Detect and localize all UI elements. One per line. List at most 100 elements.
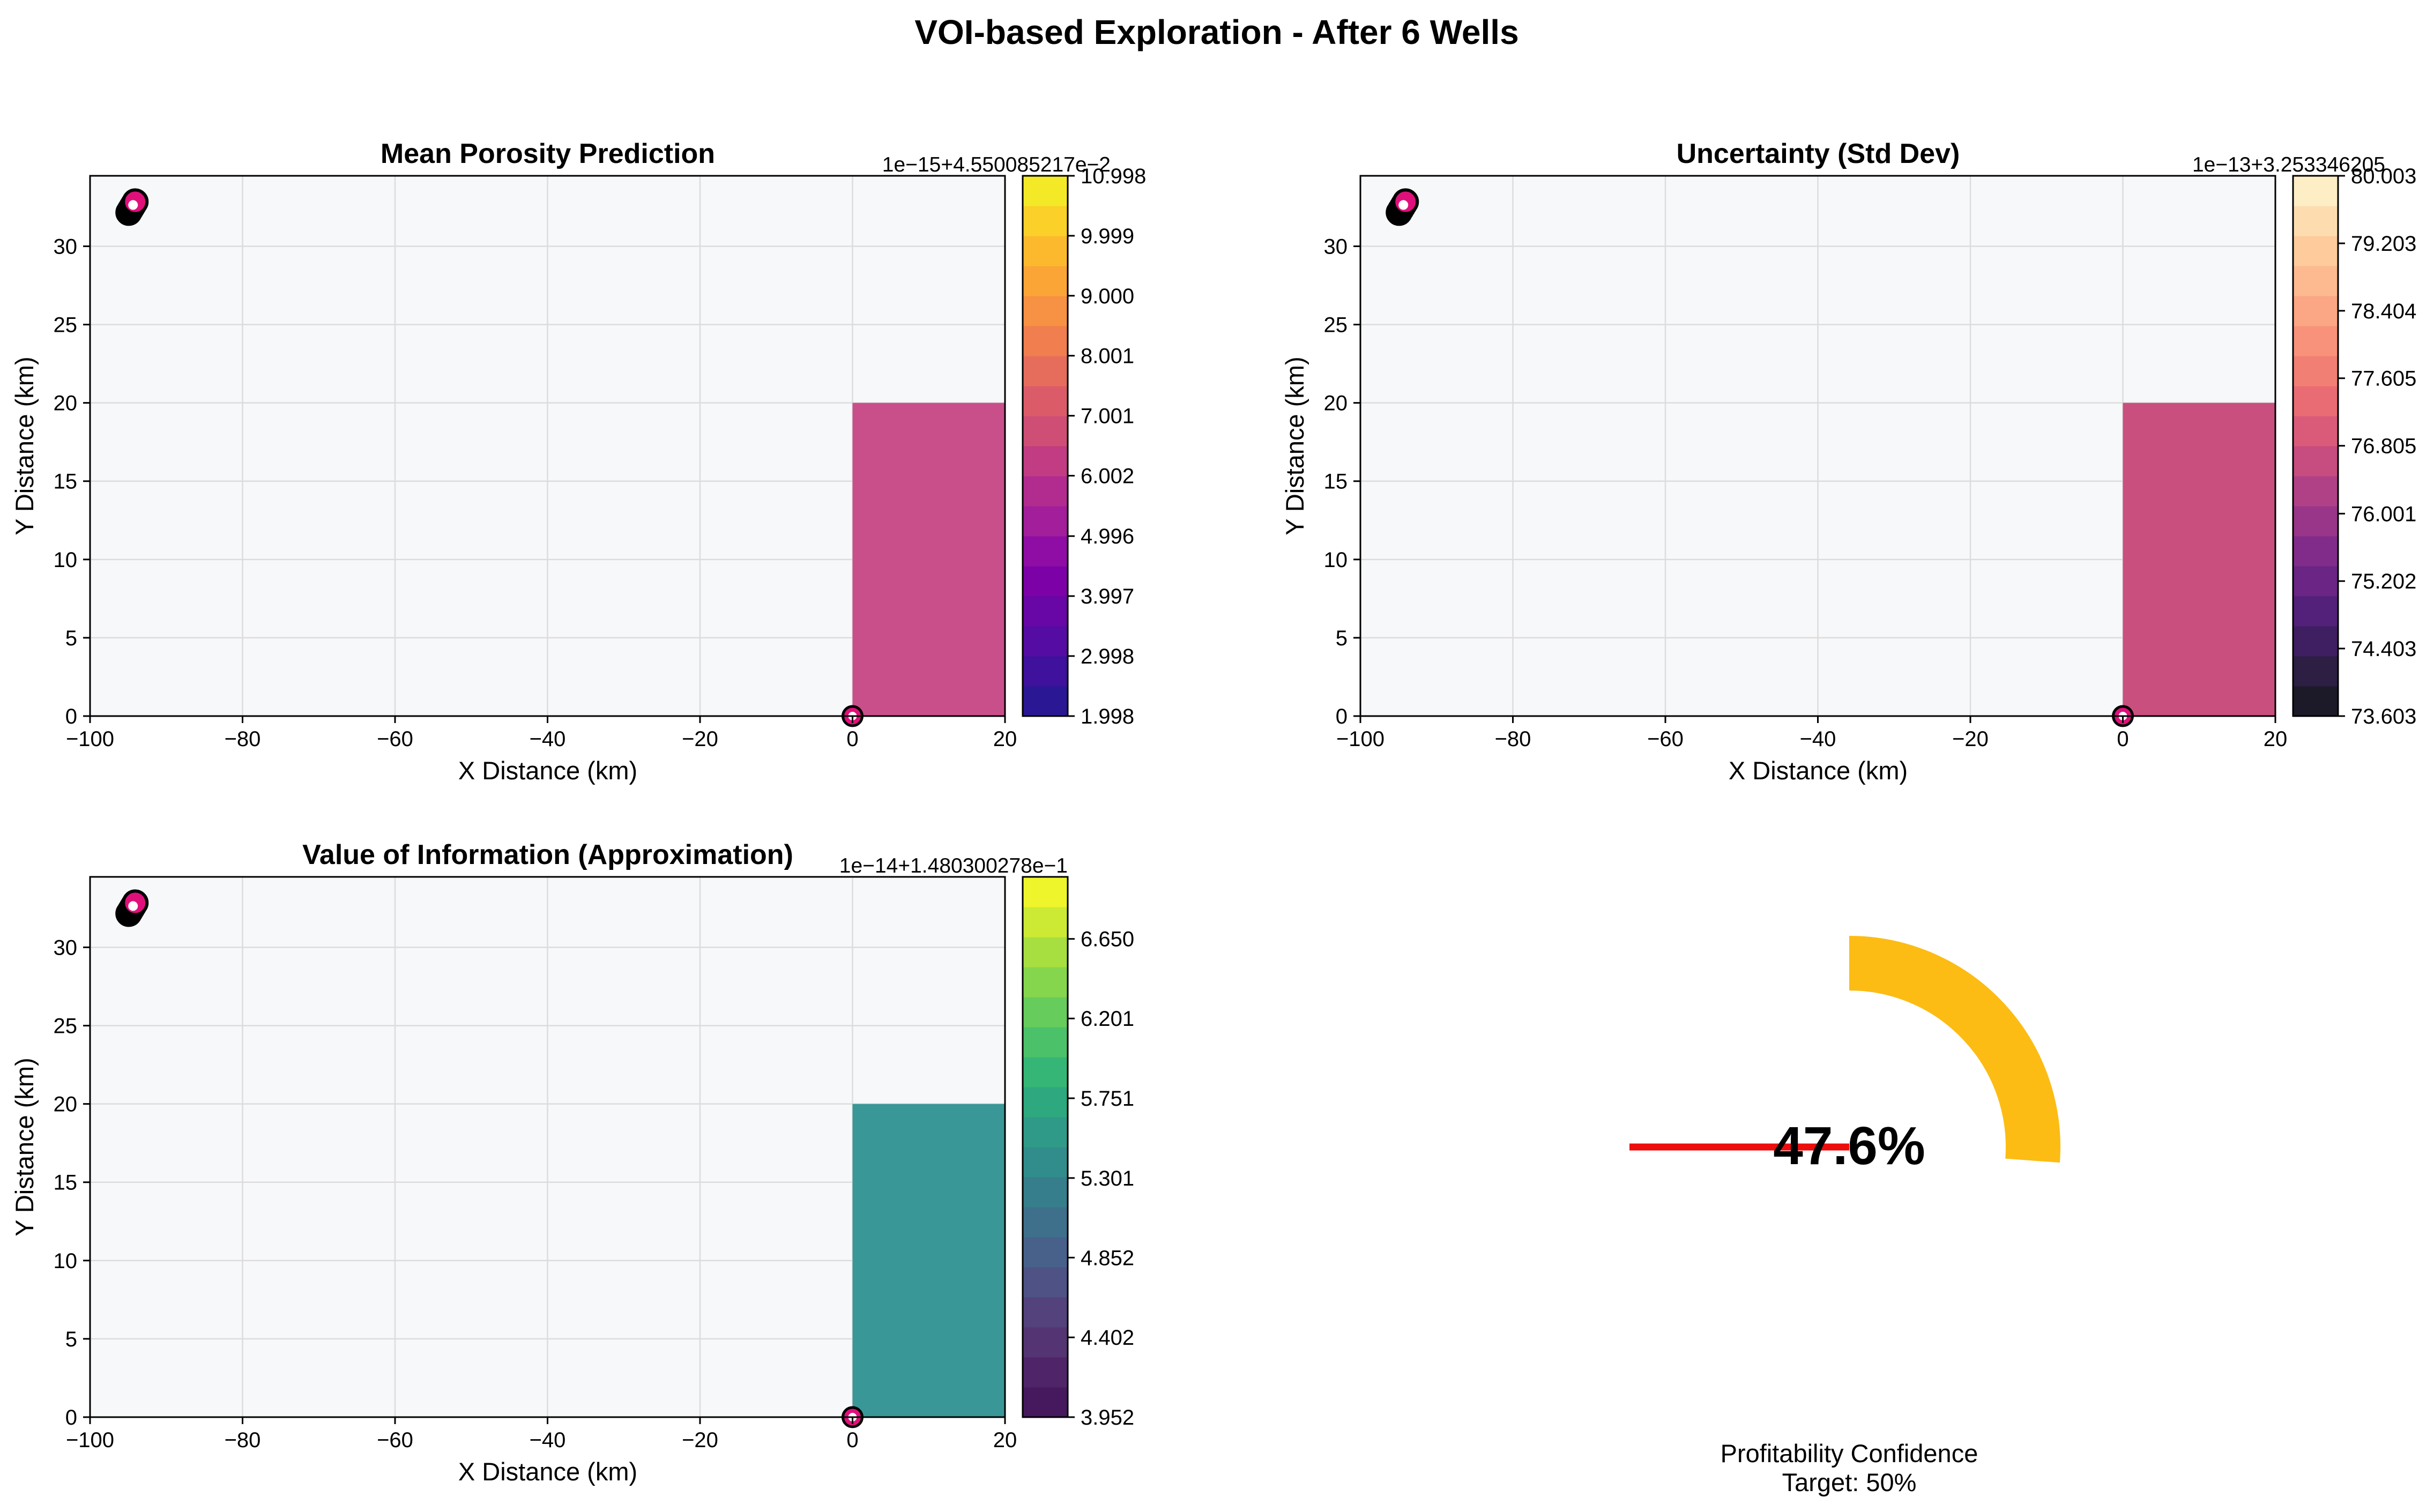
colorbar-band [1023, 1177, 1068, 1208]
colorbar-tick-label: 73.603 [2351, 705, 2416, 728]
colorbar-band [1023, 1387, 1068, 1418]
heatmap-voi: −100 −80 −60 −40 −20 0 20 0 5 10 15 20 25 30 [54, 876, 1017, 1452]
x-tick-label: −100 [66, 1428, 114, 1452]
colorbar-band [1023, 266, 1068, 296]
panel-uncertainty: Uncertainty (Std Dev) −100 −80 −60 −40 −20 0 2… [1281, 138, 2416, 785]
panel-title-porosity: Mean Porosity Prediction [381, 138, 715, 169]
colorbar-band [2293, 536, 2338, 567]
y-tick-label: 0 [65, 1406, 77, 1429]
heatmap-uncertainty: −100 −80 −60 −40 −20 0 20 0 5 10 15 20 25 30 [1324, 175, 2288, 751]
panel-title-uncertainty: Uncertainty (Std Dev) [1677, 138, 1960, 169]
colorbar-band [1023, 1087, 1068, 1118]
colorbar-band [1023, 626, 1068, 657]
colorbar-band [2293, 566, 2338, 597]
x-tick-label: 20 [993, 1428, 1017, 1452]
colorbar-band [1023, 937, 1068, 967]
x-tick-label: 0 [846, 1428, 858, 1452]
colorbar-band [1023, 506, 1068, 537]
colorbar-band [2293, 386, 2338, 416]
colorbar-porosity: 1.998 2.998 3.997 4.996 6.002 7.001 8.001 9.000… [1022, 165, 1146, 728]
colorbar-tick-label: 8.001 [1081, 345, 1134, 368]
x-tick-label: −40 [530, 1428, 566, 1452]
x-tick-label: −100 [66, 727, 114, 751]
x-tick-label: −20 [682, 1428, 718, 1452]
colorbar-band [2293, 296, 2338, 326]
y-tick-label: 20 [54, 1093, 78, 1116]
colorbar-band [1023, 1207, 1068, 1238]
x-tick-label: −80 [1495, 727, 1531, 751]
x-tick-label: −40 [530, 727, 566, 751]
y-tick-label: 25 [54, 1015, 78, 1038]
colorbar-tick-label: 10.998 [1081, 165, 1146, 188]
colorbar-band [1023, 356, 1068, 386]
gauge-target-label: Target: 50% [1782, 1468, 1917, 1496]
y-tick-label: 10 [1324, 548, 1348, 572]
colorbar-band [1023, 1027, 1068, 1057]
x-tick-label: −80 [225, 1428, 261, 1452]
colorbar-tick-label: 9.000 [1081, 285, 1134, 308]
colorbar-tick-label: 5.301 [1081, 1167, 1134, 1190]
y-tick-label: 25 [54, 314, 78, 337]
well-label-mark [128, 200, 138, 210]
colorbar-band [1023, 1117, 1068, 1148]
colorbar-tick-label: 4.402 [1081, 1326, 1134, 1350]
y-tick-label: 15 [54, 470, 78, 494]
x-tick-label: −100 [1336, 727, 1385, 751]
colorbar-tick-label: 79.203 [2351, 232, 2416, 256]
y-tick-label: 5 [65, 1328, 77, 1351]
colorbar-band [1023, 1057, 1068, 1088]
colorbar-frame [1022, 175, 1069, 717]
colorbar-band [1023, 386, 1068, 416]
panel-mean-porosity: Mean Porosity Prediction −100 −80 −60 −40 −2… [10, 138, 1146, 785]
x-tick-label: −80 [225, 727, 261, 751]
colorbar-tick-label: 76.001 [2351, 502, 2416, 526]
filled-region [852, 403, 1005, 716]
x-tick-label: 0 [2117, 727, 2128, 751]
heatmap-porosity: −100 −80 −60 −40 −20 0 20 0 5 10 15 20 25 30 [54, 175, 1017, 751]
colorbar-offset-uncertainty: 1e−13+3.253346205 [2192, 153, 2385, 176]
colorbar-tick-label: 74.403 [2351, 637, 2416, 661]
colorbar-band [2293, 446, 2338, 476]
gauge-label: Profitability Confidence [1721, 1439, 1978, 1468]
colorbar-band [1023, 1147, 1068, 1178]
colorbar-band [1023, 566, 1068, 597]
colorbar-band [2293, 266, 2338, 296]
well-marker [115, 188, 149, 226]
colorbar-band [1023, 907, 1068, 937]
colorbar-band [2293, 206, 2338, 236]
colorbar-uncertainty: 73.603 74.403 75.202 76.001 76.805 77.605 78.4… [2292, 165, 2416, 728]
colorbar-band [1023, 476, 1068, 507]
y-tick-label: 15 [54, 1171, 78, 1195]
colorbar-band [1023, 326, 1068, 356]
y-tick-label: 20 [1324, 392, 1348, 415]
colorbar-tick-label: 4.852 [1081, 1246, 1134, 1270]
colorbar-offset-porosity: 1e−15+4.550085217e−2 [882, 153, 1111, 176]
colorbar-band [1023, 686, 1068, 717]
colorbar-tick-label: 4.996 [1081, 525, 1134, 548]
colorbar-band [2293, 656, 2338, 687]
colorbar-band [1023, 416, 1068, 446]
x-tick-label: 20 [2264, 727, 2288, 751]
panel-voi: Value of Information (Approximation) −10… [10, 839, 1134, 1486]
colorbar-band [2293, 176, 2338, 206]
colorbar-band [1023, 596, 1068, 627]
colorbar-tick-label: 6.201 [1081, 1007, 1134, 1031]
colorbar-tick-label: 6.002 [1081, 465, 1134, 488]
colorbar-band [2293, 326, 2338, 356]
well-marker [1386, 188, 1419, 226]
panel-title-voi: Value of Information (Approximation) [302, 839, 793, 870]
well-label-mark [1398, 200, 1409, 210]
x-axis-label-uncertainty: X Distance (km) [1729, 756, 1908, 785]
y-tick-label: 20 [54, 392, 78, 415]
colorbar-band [1023, 206, 1068, 236]
colorbar-tick-label: 2.998 [1081, 645, 1134, 668]
colorbar-tick-label: 80.003 [2351, 165, 2416, 188]
colorbar-band [1023, 1327, 1068, 1358]
x-tick-label: −60 [377, 727, 413, 751]
filled-region [852, 1104, 1005, 1417]
y-tick-label: 5 [65, 627, 77, 650]
y-axis-label-voi: Y Distance (km) [10, 1057, 39, 1236]
y-axis-label-uncertainty: Y Distance (km) [1281, 356, 1309, 535]
colorbar-band [1023, 1357, 1068, 1388]
